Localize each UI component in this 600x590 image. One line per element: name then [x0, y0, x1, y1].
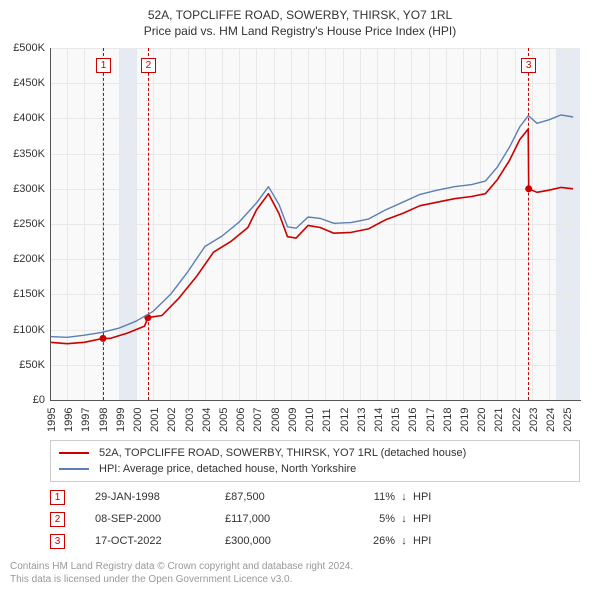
sales-table: 129-JAN-1998£87,50011%↓HPI208-SEP-2000£1… — [50, 486, 580, 552]
sales-date: 08-SEP-2000 — [95, 513, 225, 525]
sales-marker-box: 1 — [50, 490, 65, 505]
x-tick-label: 2020 — [476, 408, 488, 432]
y-tick-label: £0 — [5, 395, 45, 406]
sales-marker-box: 2 — [50, 512, 65, 527]
x-tick-label: 2024 — [545, 408, 557, 432]
x-tick-label: 2003 — [184, 408, 196, 432]
sales-row: 2 08-SEP-2000£117,0005%↓HPI — [50, 508, 580, 530]
x-tick-label: 1999 — [115, 408, 127, 432]
legend-swatch — [59, 468, 89, 470]
chart-plot-area — [50, 48, 580, 400]
y-tick-label: £500K — [5, 43, 45, 54]
chart-lines-svg — [50, 48, 580, 400]
event-marker-box: 2 — [141, 58, 156, 73]
x-tick-label: 2019 — [459, 408, 471, 432]
y-tick-label: £200K — [5, 254, 45, 265]
down-arrow-icon: ↓ — [395, 535, 413, 547]
x-tick-label: 2009 — [287, 408, 299, 432]
x-tick-label: 2023 — [528, 408, 540, 432]
sale-dot — [525, 185, 532, 192]
y-tick-label: £50K — [5, 360, 45, 371]
x-tick-label: 2011 — [321, 408, 333, 432]
x-tick-label: 1998 — [98, 408, 110, 432]
x-tick-label: 1997 — [80, 408, 92, 432]
x-tick-label: 2015 — [390, 408, 402, 432]
sales-row: 1 29-JAN-1998£87,50011%↓HPI — [50, 486, 580, 508]
x-tick-label: 2000 — [132, 408, 144, 432]
x-tick-label: 2014 — [373, 408, 385, 432]
sales-date: 29-JAN-1998 — [95, 491, 225, 503]
sale-dot — [100, 335, 107, 342]
legend-label: 52A, TOPCLIFFE ROAD, SOWERBY, THIRSK, YO… — [99, 447, 466, 459]
down-arrow-icon: ↓ — [395, 491, 413, 503]
sales-date: 17-OCT-2022 — [95, 535, 225, 547]
x-tick-label: 1996 — [63, 408, 75, 432]
footer-line1: Contains HM Land Registry data © Crown c… — [10, 560, 353, 573]
x-tick-label: 2001 — [149, 408, 161, 432]
event-marker-box: 1 — [96, 58, 111, 73]
footer-attribution: Contains HM Land Registry data © Crown c… — [10, 560, 353, 586]
x-tick-label: 2021 — [493, 408, 505, 432]
down-arrow-icon: ↓ — [395, 513, 413, 525]
x-tick-label: 2010 — [304, 408, 316, 432]
x-tick-label: 2004 — [201, 408, 213, 432]
x-tick-label: 2025 — [562, 408, 574, 432]
x-tick-label: 2017 — [425, 408, 437, 432]
x-tick-label: 2016 — [407, 408, 419, 432]
series-price_paid — [50, 129, 573, 344]
x-tick-label: 2013 — [356, 408, 368, 432]
x-tick-label: 2018 — [442, 408, 454, 432]
chart-container: 52A, TOPCLIFFE ROAD, SOWERBY, THIRSK, YO… — [0, 0, 600, 590]
footer-line2: This data is licensed under the Open Gov… — [10, 573, 353, 586]
y-tick-label: £450K — [5, 78, 45, 89]
legend-row: 52A, TOPCLIFFE ROAD, SOWERBY, THIRSK, YO… — [59, 445, 571, 461]
x-tick-label: 2005 — [218, 408, 230, 432]
y-tick-label: £100K — [5, 325, 45, 336]
sales-vs-label: HPI — [413, 513, 453, 525]
legend-swatch — [59, 452, 89, 454]
y-tick-label: £300K — [5, 184, 45, 195]
legend: 52A, TOPCLIFFE ROAD, SOWERBY, THIRSK, YO… — [50, 440, 580, 482]
y-tick-label: £150K — [5, 289, 45, 300]
y-tick-label: £250K — [5, 219, 45, 230]
sales-price: £117,000 — [225, 513, 335, 525]
sales-delta: 11% — [335, 491, 395, 503]
sales-delta: 26% — [335, 535, 395, 547]
sales-delta: 5% — [335, 513, 395, 525]
title-block: 52A, TOPCLIFFE ROAD, SOWERBY, THIRSK, YO… — [0, 0, 600, 38]
title-address: 52A, TOPCLIFFE ROAD, SOWERBY, THIRSK, YO… — [0, 8, 600, 22]
y-tick-label: £350K — [5, 149, 45, 160]
sales-vs-label: HPI — [413, 535, 453, 547]
x-tick-label: 2008 — [270, 408, 282, 432]
x-tick-label: 2002 — [166, 408, 178, 432]
event-marker-box: 3 — [521, 58, 536, 73]
x-tick-label: 2007 — [252, 408, 264, 432]
title-subtitle: Price paid vs. HM Land Registry's House … — [0, 24, 600, 38]
x-tick-label: 2022 — [511, 408, 523, 432]
sales-row: 3 17-OCT-2022£300,00026%↓HPI — [50, 530, 580, 552]
sales-vs-label: HPI — [413, 491, 453, 503]
legend-row: HPI: Average price, detached house, Nort… — [59, 461, 571, 477]
sales-price: £87,500 — [225, 491, 335, 503]
legend-label: HPI: Average price, detached house, Nort… — [99, 463, 356, 475]
y-tick-label: £400K — [5, 113, 45, 124]
x-tick-label: 1995 — [46, 408, 58, 432]
x-tick-label: 2006 — [235, 408, 247, 432]
sales-price: £300,000 — [225, 535, 335, 547]
sales-marker-box: 3 — [50, 534, 65, 549]
x-tick-label: 2012 — [339, 408, 351, 432]
